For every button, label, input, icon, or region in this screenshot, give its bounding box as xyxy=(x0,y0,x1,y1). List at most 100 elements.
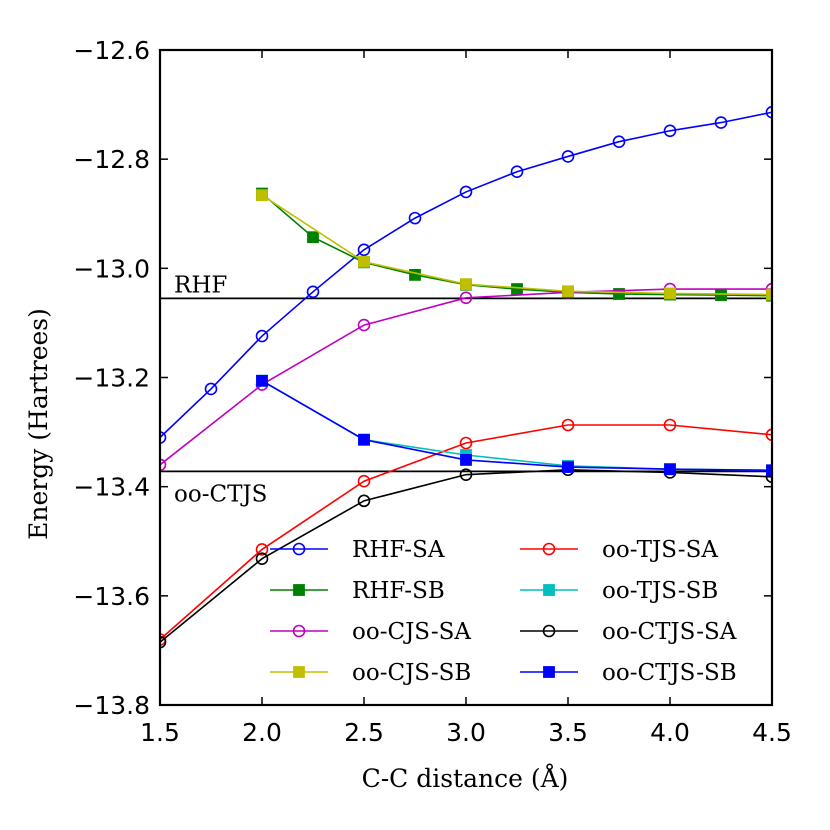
data-point xyxy=(357,494,371,508)
data-point xyxy=(460,454,472,466)
legend-item: oo-CTJS-SA xyxy=(520,619,737,645)
data-point xyxy=(613,288,625,300)
series-line xyxy=(261,380,772,472)
legend-marker xyxy=(542,624,556,638)
y-axis-title: Energy (Hartrees) xyxy=(24,308,53,540)
legend-label: oo-CTJS-SA xyxy=(602,619,737,645)
legend-label: RHF-SB xyxy=(352,578,445,604)
data-point xyxy=(766,464,772,477)
legend: RHF-SA RHF-SB oo-CJS-SA oo-CJS-SB oo-TJS-SA o… xyxy=(270,537,737,686)
data-point xyxy=(562,461,574,473)
data-point xyxy=(306,285,320,299)
series-oo-ctjs-sb xyxy=(256,374,772,477)
series-line xyxy=(160,288,772,466)
x-tick-label: 4.5 xyxy=(752,718,792,747)
data-point xyxy=(255,329,269,343)
data-point xyxy=(160,458,167,472)
data-point xyxy=(663,418,677,432)
data-point xyxy=(714,116,728,129)
y-tick-label: −12.8 xyxy=(73,145,150,174)
legend-marker xyxy=(293,666,305,678)
data-point xyxy=(765,428,772,442)
legend-label: oo-CJS-SB xyxy=(352,660,471,686)
legend-item: oo-TJS-SA xyxy=(520,537,718,563)
series-oo-cjs-sb xyxy=(256,189,772,301)
legend-marker xyxy=(293,584,305,596)
legend-label: oo-TJS-SA xyxy=(602,537,718,563)
reference-line-label: RHF xyxy=(174,272,227,298)
reference-line-label: oo-CTJS xyxy=(174,481,267,507)
data-point xyxy=(663,124,677,138)
y-tick-label: −13.2 xyxy=(73,364,150,393)
series-line xyxy=(160,111,772,439)
legend-item: oo-CJS-SA xyxy=(270,619,471,645)
data-point xyxy=(664,287,676,300)
x-tick-label: 1.5 xyxy=(140,718,180,747)
legend-item: RHF-SB xyxy=(270,578,445,604)
legend-label: RHF-SA xyxy=(352,537,445,563)
legend-marker xyxy=(292,542,306,556)
legend-marker xyxy=(543,666,555,678)
legend-item: oo-CJS-SB xyxy=(270,660,471,686)
legend-marker xyxy=(542,542,556,556)
legend-item: oo-CTJS-SB xyxy=(520,660,737,686)
x-tick-label: 3.5 xyxy=(548,718,588,747)
data-point xyxy=(307,231,319,244)
y-tick-label: −12.6 xyxy=(73,36,150,65)
data-point xyxy=(358,433,370,446)
data-point xyxy=(511,283,523,295)
y-tick-label: −13.6 xyxy=(73,582,150,611)
data-point xyxy=(409,268,421,281)
data-point xyxy=(358,255,370,268)
x-tick-label: 2.5 xyxy=(344,718,384,747)
data-point xyxy=(561,418,575,432)
data-point xyxy=(204,382,218,396)
data-point xyxy=(408,211,422,225)
data-point xyxy=(357,474,371,488)
data-point xyxy=(664,463,676,476)
x-tick-label: 4.0 xyxy=(650,718,690,747)
series-oo-tjs-sa xyxy=(160,418,772,646)
data-point xyxy=(256,374,268,387)
data-point xyxy=(357,243,371,257)
data-point xyxy=(256,189,268,202)
legend-marker xyxy=(543,584,555,596)
legend-item: RHF-SA xyxy=(270,537,445,563)
data-point xyxy=(765,105,772,119)
series-oo-tjs-sb xyxy=(256,374,772,477)
data-point xyxy=(357,318,371,332)
data-point xyxy=(255,552,269,566)
legend-label: oo-TJS-SB xyxy=(602,578,718,604)
legend-item: oo-TJS-SB xyxy=(520,578,718,604)
data-point xyxy=(255,543,269,556)
data-point xyxy=(160,431,167,444)
series-line xyxy=(160,424,772,641)
y-tick-label: −13.0 xyxy=(73,254,150,283)
data-point xyxy=(160,635,167,649)
y-tick-label: −13.8 xyxy=(73,691,150,720)
plot-area: 1.5 2.0 2.5 3.0 3.5 4.0 4.5 −12.6 −12.8 −13.0 −13.… xyxy=(73,36,792,747)
x-tick-label: 2.0 xyxy=(242,718,282,747)
data-point xyxy=(459,468,473,481)
legend-label: oo-CTJS-SB xyxy=(602,660,737,686)
series-rhf-sb xyxy=(256,187,772,302)
data-point xyxy=(765,470,772,484)
legend-label: oo-CJS-SA xyxy=(352,619,471,645)
x-tick-label: 3.0 xyxy=(446,718,486,747)
data-point xyxy=(612,135,626,148)
data-point xyxy=(460,278,472,291)
plot-content xyxy=(160,105,772,649)
plot-frame xyxy=(158,48,774,707)
data-point xyxy=(715,289,727,301)
series-rhf-sa xyxy=(160,105,772,444)
data-point xyxy=(510,165,524,179)
data-point xyxy=(561,150,575,163)
data-point xyxy=(459,436,473,450)
data-point xyxy=(459,185,473,199)
x-axis-title: C-C distance (Å) xyxy=(362,763,569,793)
data-point xyxy=(562,285,574,298)
y-tick-label: −13.4 xyxy=(73,473,150,502)
legend-marker xyxy=(292,624,306,638)
series-line xyxy=(261,194,772,296)
